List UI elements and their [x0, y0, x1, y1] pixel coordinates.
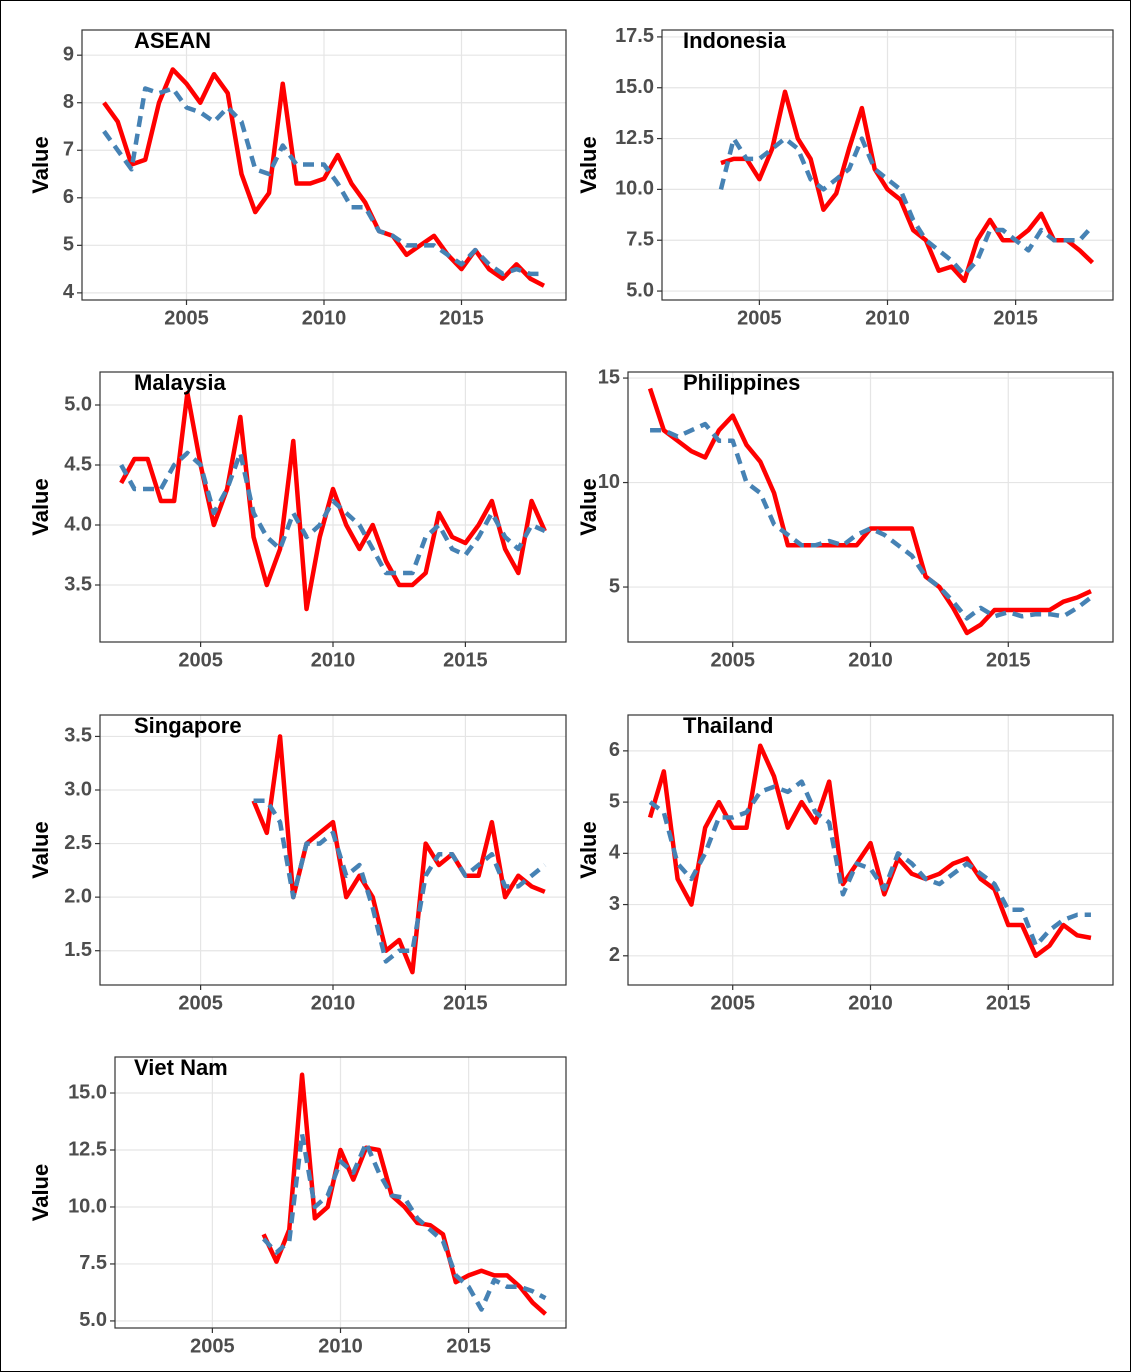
y-tick-label: 10.0	[68, 1195, 107, 1217]
y-axis-label: Value	[576, 478, 601, 535]
x-tick-label: 2005	[737, 307, 782, 329]
panel: 3.5 4.0 4.5 5.0 2005 2010 2015 Malaysia Value	[28, 370, 567, 671]
y-tick-label: 4.0	[64, 513, 92, 535]
y-tick-label: 5	[609, 790, 620, 812]
y-tick-label: 2	[609, 944, 620, 966]
panel: 1.5 2.0 2.5 3.0 3.5 2005 2010 2015 Singapore Valu…	[28, 713, 567, 1014]
y-tick-label: 1.5	[64, 939, 92, 961]
y-tick-label: 4.5	[64, 453, 92, 475]
panel-title: Thailand	[683, 713, 773, 738]
panel-title: ASEAN	[134, 28, 211, 53]
x-tick-label: 2015	[443, 992, 488, 1014]
x-tick-label: 2010	[848, 649, 893, 671]
plot-border	[114, 1056, 567, 1329]
y-tick-label: 5.0	[79, 1309, 107, 1331]
y-tick-label: 2.0	[64, 885, 92, 907]
y-tick-label: 5.0	[626, 279, 654, 301]
y-tick-label: 4	[609, 842, 621, 864]
y-tick-label: 10	[598, 471, 620, 493]
y-tick-label: 7	[63, 139, 74, 161]
y-tick-label: 12.5	[68, 1138, 107, 1160]
series-line	[119, 450, 546, 576]
panel-title: Viet Nam	[134, 1055, 228, 1080]
y-axis-label: Value	[28, 136, 53, 193]
x-tick-label: 2015	[993, 307, 1038, 329]
y-axis-label: Value	[28, 821, 53, 878]
x-tick-label: 2010	[848, 992, 893, 1014]
y-tick-label: 3.0	[64, 778, 92, 800]
y-tick-label: 10.0	[615, 178, 654, 200]
x-tick-label: 2005	[178, 649, 223, 671]
y-tick-label: 5.0	[64, 393, 92, 415]
plot-border	[627, 371, 1114, 643]
y-tick-label: 3.5	[64, 725, 92, 747]
x-tick-label: 2005	[164, 307, 209, 329]
x-tick-label: 2010	[865, 307, 910, 329]
x-tick-label: 2015	[446, 1335, 491, 1357]
series-line	[720, 89, 1095, 284]
series-line	[102, 86, 544, 277]
y-tick-label: 8	[63, 91, 74, 113]
y-tick-label: 15.0	[68, 1081, 107, 1103]
panel: 5 10 15 2005 2010 2015 Philippines Value	[576, 366, 1114, 671]
y-tick-label: 4	[63, 281, 75, 303]
x-tick-label: 2005	[710, 649, 755, 671]
series-line	[253, 798, 547, 964]
y-tick-label: 15.0	[615, 76, 654, 98]
y-tick-label: 9	[63, 43, 74, 65]
y-axis-label: Value	[576, 821, 601, 878]
y-axis-label: Value	[28, 1164, 53, 1221]
series-line	[647, 743, 1092, 959]
plot-border	[627, 714, 1114, 986]
x-tick-label: 2010	[318, 1335, 363, 1357]
x-tick-label: 2005	[710, 992, 755, 1014]
panel: 2 3 4 5 6 2005 2010 2015 Thailand Value	[576, 713, 1114, 1014]
series-line	[261, 1131, 547, 1312]
plot-border	[81, 29, 567, 301]
x-tick-label: 2015	[439, 307, 484, 329]
y-tick-label: 6	[609, 739, 620, 761]
panel: 4 5 6 7 8 9 2005 2010 2015 ASEAN Value	[28, 28, 567, 329]
y-tick-label: 7.5	[626, 229, 654, 251]
y-tick-label: 3.5	[64, 573, 92, 595]
panel-title: Singapore	[134, 713, 242, 738]
x-tick-label: 2010	[302, 307, 347, 329]
plot-border	[99, 371, 567, 643]
y-axis-label: Value	[576, 136, 601, 193]
series-line	[648, 779, 1091, 948]
y-tick-label: 17.5	[615, 25, 654, 47]
y-tick-label: 12.5	[615, 127, 654, 149]
panel-title: Philippines	[683, 370, 800, 395]
panel-title: Indonesia	[683, 28, 786, 53]
x-tick-label: 2005	[178, 992, 223, 1014]
series-line	[119, 390, 547, 612]
plot-border	[661, 29, 1114, 301]
y-tick-label: 15	[598, 366, 620, 388]
series-line	[647, 387, 1092, 636]
series-line	[718, 136, 1095, 278]
y-axis-label: Value	[28, 478, 53, 535]
plot-border	[99, 714, 567, 986]
y-tick-label: 6	[63, 186, 74, 208]
y-tick-label: 2.5	[64, 832, 92, 854]
y-tick-label: 3	[609, 893, 620, 915]
x-tick-label: 2015	[443, 649, 488, 671]
x-tick-label: 2015	[986, 649, 1031, 671]
y-tick-label: 5	[63, 234, 74, 256]
panel-title: Malaysia	[134, 370, 226, 395]
panel: 5.0 7.5 10.0 12.5 15.0 17.5 2005 2010 2015 Indone…	[576, 25, 1114, 329]
panel: 5.0 7.5 10.0 12.5 15.0 2005 2010 2015 Viet Nam Va…	[28, 1055, 567, 1357]
y-tick-label: 7.5	[79, 1252, 107, 1274]
x-tick-label: 2010	[311, 649, 356, 671]
x-tick-label: 2015	[986, 992, 1031, 1014]
x-tick-label: 2005	[190, 1335, 235, 1357]
x-tick-label: 2010	[311, 992, 356, 1014]
y-tick-label: 5	[609, 575, 620, 597]
series-line	[650, 421, 1093, 621]
